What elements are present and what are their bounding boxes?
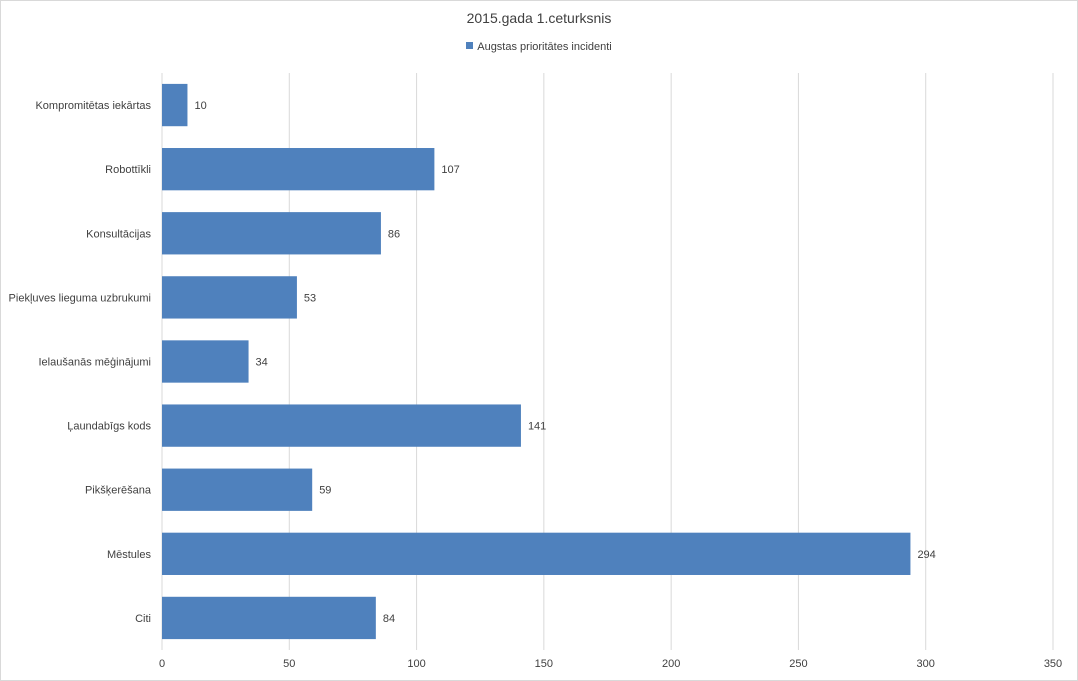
bar (162, 148, 435, 191)
x-tick-label: 300 (917, 658, 935, 670)
data-label: 86 (388, 228, 400, 240)
data-label: 141 (528, 421, 546, 433)
chart-title: 2015.gada 1.ceturksnis (466, 10, 612, 26)
x-tick-label: 50 (283, 658, 295, 670)
data-label: 34 (256, 357, 268, 369)
category-label: Pikšķerēšana (85, 485, 152, 497)
bar (162, 468, 313, 511)
x-tick-label: 350 (1044, 658, 1062, 670)
data-label: 10 (194, 100, 206, 112)
data-label: 294 (917, 549, 935, 561)
data-label: 53 (304, 292, 316, 304)
bar (162, 83, 188, 127)
category-label: Ielaušanās mēģinājumi (38, 356, 151, 369)
bar (162, 404, 521, 447)
x-tick-label: 100 (407, 658, 425, 670)
category-label: Konsultācijas (86, 228, 151, 240)
bar (162, 276, 297, 319)
bar (162, 212, 381, 255)
value-axis-labels: 0 50 100 150 200 250 300 350 (159, 658, 1062, 670)
x-tick-label: 200 (662, 658, 680, 670)
legend-label: Augstas prioritātes incidenti (477, 41, 612, 53)
category-label: Mēstules (107, 549, 152, 561)
category-label: Citi (135, 613, 151, 625)
data-label: 59 (319, 485, 331, 497)
category-label: Kompromitētas iekārtas (35, 100, 151, 112)
bar (162, 532, 911, 575)
category-axis-labels: Kompromitētas iekārtas Robottīkli Konsultā… (9, 100, 152, 625)
category-label: Robottīkli (105, 164, 151, 176)
bar (162, 340, 249, 383)
data-label: 84 (383, 613, 395, 625)
x-tick-label: 150 (535, 658, 553, 670)
x-tick-label: 0 (159, 658, 165, 670)
bar (162, 596, 376, 640)
category-label: Ļaundabīgs kods (67, 421, 151, 433)
legend-swatch (466, 42, 474, 49)
legend: Augstas prioritātes incidenti (0, 41, 1078, 53)
data-label: 107 (441, 164, 459, 176)
x-tick-label: 250 (789, 658, 807, 670)
data-labels: 10 107 86 53 34 141 59 294 84 (194, 100, 935, 625)
bars (162, 83, 911, 640)
category-label: Piekļuves lieguma uzbrukumi (9, 292, 151, 304)
